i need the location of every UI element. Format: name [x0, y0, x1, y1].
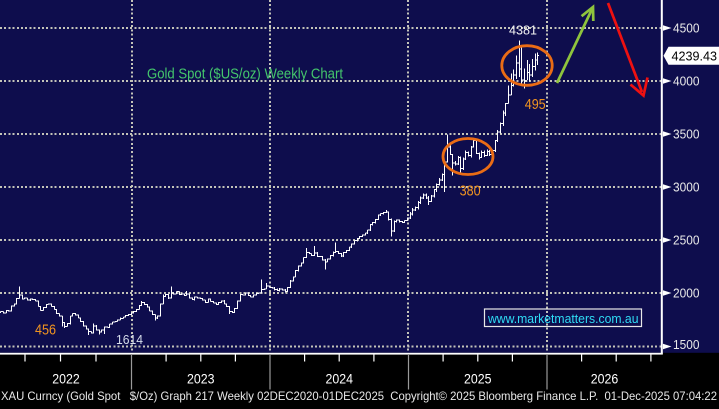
svg-text:3000: 3000	[673, 181, 700, 195]
svg-text:2023: 2023	[187, 372, 215, 387]
svg-text:2024: 2024	[326, 372, 354, 387]
svg-text:1500: 1500	[673, 338, 700, 352]
svg-text:380: 380	[460, 182, 481, 199]
svg-text:2022: 2022	[52, 372, 80, 387]
svg-text:4500: 4500	[673, 22, 700, 36]
svg-text:Gold Spot ($US/oz) Weekly Char: Gold Spot ($US/oz) Weekly Chart	[147, 67, 343, 83]
svg-text:2000: 2000	[673, 287, 700, 301]
svg-text:3500: 3500	[673, 128, 700, 142]
svg-text:2500: 2500	[673, 234, 700, 248]
svg-text:www.marketmatters.com.au: www.marketmatters.com.au	[487, 311, 638, 326]
svg-text:1614: 1614	[116, 333, 143, 347]
svg-text:495: 495	[525, 96, 546, 113]
svg-text:2026: 2026	[591, 372, 619, 387]
svg-text:456: 456	[35, 321, 56, 338]
svg-text:2025: 2025	[464, 372, 492, 387]
svg-text:XAU Curncy (Gold Spot $/Oz): XAU Curncy (Gold Spot $/Oz) Graph 217 We…	[1, 389, 717, 403]
svg-text:4000: 4000	[673, 75, 700, 89]
svg-text:4381: 4381	[509, 24, 537, 38]
svg-text:4239.43: 4239.43	[672, 49, 718, 63]
